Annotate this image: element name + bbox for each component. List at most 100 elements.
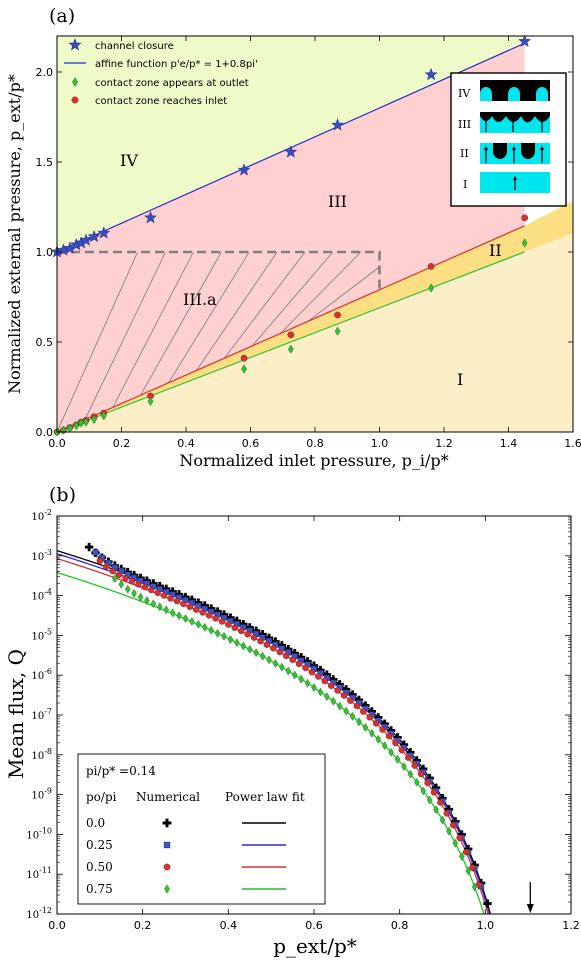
data-point-circle bbox=[128, 578, 136, 585]
legend-b-marker-circle bbox=[163, 863, 171, 871]
data-point-plus bbox=[284, 644, 293, 654]
x-tick-label: 0.2 bbox=[113, 437, 131, 450]
data-point-plus bbox=[348, 690, 357, 699]
data-point-circle bbox=[437, 799, 444, 806]
data-point-star bbox=[518, 34, 532, 47]
x-tick-label: 0.8 bbox=[391, 919, 409, 932]
data-point-diamond bbox=[169, 608, 176, 618]
data-point-diamond bbox=[240, 641, 247, 651]
x-axis-label-a: Normalized inlet pressure, p_i/p* bbox=[179, 451, 448, 470]
data-point-diamond bbox=[324, 692, 330, 702]
data-point-plus bbox=[335, 680, 344, 689]
x-tick-label: 1.2 bbox=[562, 919, 580, 932]
data-point-diamond bbox=[131, 588, 137, 598]
y-tick-label: 10-5 bbox=[31, 627, 52, 642]
data-point-circle bbox=[308, 668, 316, 676]
legend-b-frame bbox=[77, 753, 326, 905]
y-tick-label: 10-9 bbox=[31, 787, 52, 802]
y-tick-label: 10-11 bbox=[26, 866, 52, 881]
data-point-diamond bbox=[144, 596, 150, 606]
hatch-line bbox=[112, 251, 194, 408]
data-point-circle bbox=[347, 697, 354, 704]
data-point-circle bbox=[321, 677, 328, 685]
y-tick-label: 0.5 bbox=[36, 336, 54, 349]
data-point-diamond bbox=[304, 678, 311, 688]
data-point-diamond bbox=[317, 687, 324, 697]
data-point-diamond bbox=[401, 762, 407, 772]
y-tick-label: 10-4 bbox=[31, 588, 52, 603]
data-point-plus bbox=[271, 637, 280, 646]
data-point-plus bbox=[232, 616, 242, 626]
data-point-plus bbox=[386, 726, 396, 735]
inset-sketch-iv bbox=[480, 80, 550, 101]
y-tick-label: 10-7 bbox=[31, 707, 52, 722]
hatch-line bbox=[168, 251, 250, 384]
data-point-plus bbox=[464, 844, 473, 854]
data-point-circle bbox=[180, 600, 187, 608]
region-label-iiia: III.a bbox=[183, 290, 217, 309]
data-point-plus bbox=[162, 584, 171, 593]
legend-label-inlet: contact zone reaches inlet bbox=[95, 96, 227, 107]
data-point-circle bbox=[257, 637, 264, 645]
data-point-plus bbox=[174, 590, 184, 599]
data-point-diamond bbox=[163, 605, 169, 615]
data-point-diamond bbox=[414, 777, 420, 787]
data-point-circle bbox=[244, 631, 251, 638]
data-point-plus bbox=[207, 604, 216, 613]
y-tick-label: 10-3 bbox=[31, 548, 52, 563]
data-point-diamond bbox=[221, 631, 227, 641]
data-point-plus bbox=[393, 733, 402, 742]
data-point-circle bbox=[193, 606, 200, 613]
legend-b-row-2: 0.50 bbox=[86, 860, 113, 874]
data-point-diamond bbox=[67, 423, 73, 434]
data-point-circle bbox=[186, 603, 193, 610]
inset-label-ii: II bbox=[460, 147, 469, 160]
data-point-diamond bbox=[452, 838, 459, 848]
data-point-diamond bbox=[459, 851, 465, 861]
y-tick-label: 10-12 bbox=[26, 906, 52, 921]
y-axis-label-b: Mean flux, Q bbox=[4, 649, 28, 779]
data-point-diamond bbox=[189, 616, 195, 626]
data-point-diamond bbox=[73, 421, 80, 431]
legend-label-outlet: contact zone appears at outlet bbox=[95, 78, 249, 89]
data-point-circle bbox=[385, 732, 393, 740]
data-point-circle bbox=[521, 214, 528, 222]
legend-b: pi/p* =0.14 po/pi Numerical Power law fi… bbox=[77, 753, 326, 905]
region-iii-fill bbox=[57, 36, 573, 432]
data-point-diamond bbox=[375, 734, 382, 744]
data-point-diamond bbox=[266, 655, 272, 665]
data-point-plus bbox=[239, 619, 248, 629]
data-point-plus bbox=[361, 701, 370, 710]
data-point-diamond bbox=[112, 574, 118, 583]
region-ii-extension bbox=[524, 200, 573, 252]
data-point-diamond bbox=[91, 414, 97, 425]
x-tick-label: 0.0 bbox=[48, 437, 66, 450]
legend-a: channel closure affine function p'e/p* =… bbox=[64, 38, 258, 107]
data-point-diamond bbox=[285, 666, 292, 676]
data-point-plus bbox=[406, 748, 415, 757]
inset-sketch-i bbox=[480, 172, 550, 193]
hatch-line bbox=[279, 251, 362, 334]
legend-diamond-icon bbox=[72, 77, 78, 87]
data-point-diamond bbox=[343, 706, 349, 716]
data-point-circle bbox=[456, 834, 463, 842]
y-tick-label: 1.5 bbox=[36, 156, 54, 169]
data-point-diamond bbox=[298, 674, 304, 684]
data-point-plus bbox=[84, 542, 94, 552]
panel-b: (b) 0.0 0.2 0.4 0.6 0.8 1.0 1.2 10-1210-1110-1… bbox=[4, 484, 580, 958]
data-point-circle bbox=[212, 615, 219, 622]
data-point-circle bbox=[469, 864, 476, 871]
data-point-plus bbox=[341, 685, 351, 694]
data-point-diamond bbox=[83, 417, 89, 427]
data-point-plus bbox=[200, 601, 209, 610]
data-point-circle bbox=[141, 583, 149, 591]
data-point-plus bbox=[251, 626, 261, 636]
panel-a-label: (a) bbox=[49, 5, 75, 27]
x-tick-label: 0.2 bbox=[134, 919, 152, 932]
data-point-plus bbox=[187, 595, 197, 604]
data-markers-b bbox=[84, 542, 492, 908]
hatch-line bbox=[140, 251, 222, 396]
data-point-plus bbox=[329, 675, 338, 684]
data-point-diamond bbox=[394, 754, 401, 764]
